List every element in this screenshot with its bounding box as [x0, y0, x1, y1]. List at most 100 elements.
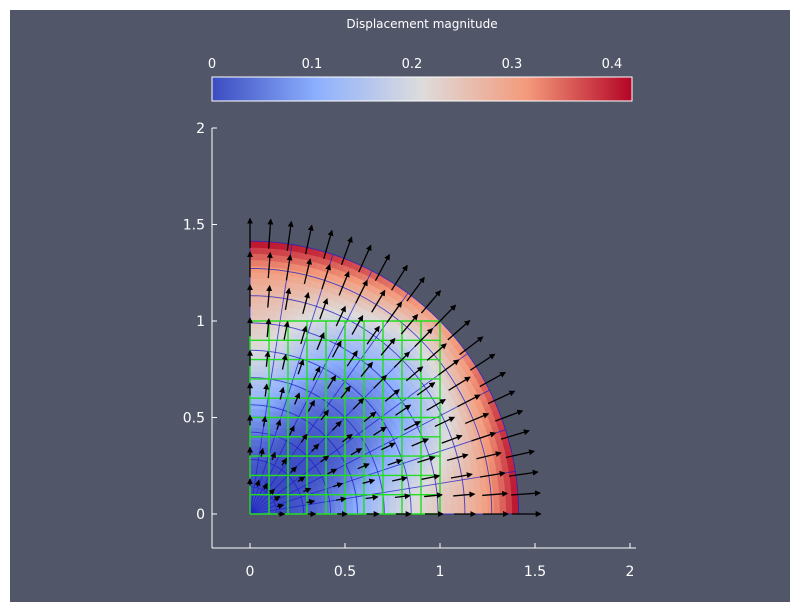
heatmap-cell	[270, 248, 277, 255]
heatmap-cell	[500, 494, 507, 501]
heatmap-cell	[512, 493, 519, 500]
heatmap-cell	[250, 278, 256, 284]
heatmap-cell	[255, 328, 260, 334]
heatmap-cell	[488, 508, 494, 514]
displacement-arrow	[460, 337, 483, 355]
heatmap-cell	[512, 507, 518, 514]
heatmap-cell	[457, 503, 463, 509]
heatmap-cell	[427, 509, 433, 514]
colorbar-tick-label: 0.2	[402, 57, 423, 72]
heatmap-cell	[255, 303, 261, 309]
heatmap-cell	[257, 254, 264, 260]
heatmap-cell	[250, 266, 256, 272]
heatmap-cell	[475, 489, 482, 496]
heatmap-cell	[263, 248, 270, 255]
colorbar-tick-labels: 0 0.1 0.2 0.3 0.4	[208, 57, 622, 72]
heatmap-cell	[469, 490, 476, 496]
heatmap-cell	[415, 505, 421, 510]
heatmap-cell	[451, 497, 457, 503]
displacement-arrow	[407, 278, 424, 302]
x-tick-label: 0	[246, 564, 255, 580]
heatmap-cell	[250, 260, 257, 266]
heatmap-cell	[500, 507, 506, 514]
displacement-arrow	[448, 321, 470, 340]
heatmap-cell	[259, 328, 264, 335]
heatmap-cell	[254, 340, 259, 346]
heatmap-cell	[476, 502, 482, 508]
heatmap-cell	[506, 507, 512, 514]
heatmap-cell	[256, 272, 262, 278]
heatmap-cell	[427, 504, 433, 509]
heatmap-cell	[457, 497, 463, 503]
heatmap-cell	[451, 508, 457, 514]
x-tick-label: 1	[436, 564, 445, 580]
heatmap-cell	[505, 486, 512, 493]
heatmap-cell	[267, 285, 273, 292]
heatmap-cell	[506, 493, 513, 500]
heatmap-cell	[261, 297, 267, 304]
heatmap-cell	[270, 254, 277, 261]
heatmap-cell	[274, 273, 281, 280]
heatmap-cell	[254, 365, 258, 371]
heatmap-cell	[268, 279, 275, 286]
heatmap-cell	[476, 508, 482, 514]
chart: Displacement magnitude 0 0.1 0.2 0.3 0.4 0 0.…	[10, 10, 790, 602]
x-tick-label: 2	[626, 564, 635, 580]
heatmap-cell	[488, 501, 494, 508]
y-tick-label: 0.5	[183, 411, 205, 427]
heatmap-cell	[512, 500, 518, 507]
heatmap-cell	[493, 487, 500, 494]
heatmap-cell	[274, 280, 281, 287]
colorbar-tick-label: 0.1	[302, 57, 323, 72]
colorbar	[212, 77, 632, 101]
heatmap-cell	[250, 297, 256, 303]
heatmap-cell	[470, 508, 476, 514]
heatmap-cell	[259, 341, 264, 347]
heatmap-cell	[260, 310, 266, 317]
heatmap-cell	[254, 353, 258, 359]
plot-frame: Displacement magnitude 0 0.1 0.2 0.3 0.4 0 0.…	[10, 10, 790, 602]
y-tick-label: 0	[196, 507, 205, 523]
displacement-arrow	[392, 266, 408, 291]
heatmap-cell	[257, 241, 264, 247]
heatmap-cell	[494, 507, 500, 514]
heatmap-cell	[266, 298, 272, 305]
heatmap-cell	[266, 304, 272, 311]
heatmap-cell	[458, 508, 464, 514]
heatmap-cell	[273, 286, 280, 293]
displacement-arrow	[421, 291, 440, 313]
heatmap-cell	[250, 247, 257, 253]
x-tick-label: 1.5	[524, 564, 546, 580]
heatmap-cell	[445, 509, 451, 514]
heatmap-cell	[506, 500, 512, 507]
heatmap-cell	[264, 241, 271, 248]
heatmap-cell	[475, 496, 481, 502]
heatmap-cell	[250, 272, 256, 278]
heatmap-cell	[445, 503, 451, 509]
colorbar-tick-label: 0.3	[502, 57, 523, 72]
heatmap-cell	[250, 254, 257, 260]
colorbar-tick-label: 0	[208, 57, 216, 72]
heatmap-cell	[265, 310, 271, 317]
heatmap-cell	[262, 279, 268, 286]
heatmap-cell	[256, 278, 262, 284]
heatmap-cell	[254, 371, 258, 377]
heatmap-cell	[494, 501, 500, 508]
heatmap-cell	[255, 297, 261, 303]
heatmap-cell	[482, 501, 488, 507]
heatmap-cell	[256, 266, 263, 272]
x-tick-label: 0.5	[334, 564, 356, 580]
heatmap-cell	[261, 303, 267, 310]
colorbar-tick-label: 0.4	[602, 57, 623, 72]
heatmap-cell	[250, 309, 255, 315]
heatmap-cell	[500, 500, 506, 507]
heatmap-cell	[250, 328, 255, 334]
y-tick-label: 1.5	[183, 218, 205, 234]
colorbar-title: Displacement magnitude	[346, 17, 497, 31]
displacement-arrow	[435, 305, 455, 326]
heatmap-cell	[258, 347, 263, 353]
y-tick-label: 1	[196, 314, 205, 330]
heatmap-cell	[250, 285, 256, 291]
heatmap-cell	[256, 285, 262, 291]
heatmap-cell	[445, 498, 451, 504]
